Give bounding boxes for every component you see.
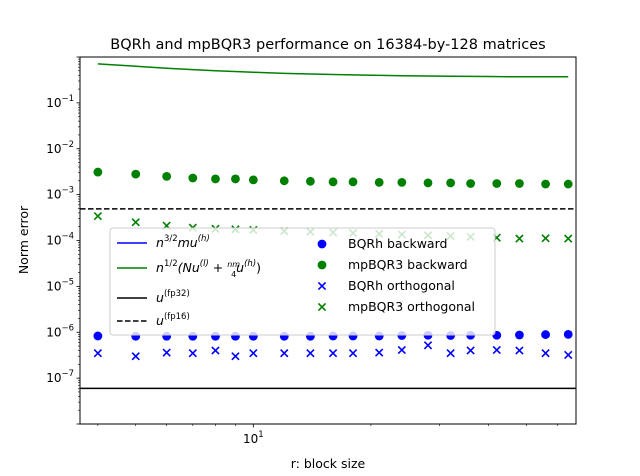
data-point xyxy=(492,179,502,188)
data-point-cross xyxy=(375,348,384,357)
data-point-cross xyxy=(564,234,573,243)
data-point xyxy=(423,178,433,188)
data-point xyxy=(131,169,141,179)
data-point xyxy=(446,178,456,188)
y-tick-label: 10−2 xyxy=(46,140,74,156)
legend-label: u(fp16) xyxy=(156,312,190,328)
y-tick-label: 10−6 xyxy=(46,323,74,339)
legend: n3/2mu(h) n1/2(Nu(l) + nm 4u(h)) u(fp32) u(f… xyxy=(109,227,496,336)
data-point-cross xyxy=(211,346,220,355)
legend-label: n1/2(Nu(l) + nm 4u(h)) xyxy=(156,259,261,279)
y-axis-label: Norm error xyxy=(16,205,31,274)
data-point-cross xyxy=(328,349,338,358)
data-point xyxy=(515,179,524,188)
y-tick-label: 10−7 xyxy=(46,369,74,385)
y-tick-label: 10−3 xyxy=(46,186,74,202)
data-point xyxy=(374,177,384,187)
x-axis-label: r: block size xyxy=(291,456,366,471)
legend-label: u(fp32) xyxy=(156,289,190,305)
chart-title: BQRh and mpBQR3 performance on 16384-by-… xyxy=(110,37,545,53)
data-point xyxy=(305,176,315,186)
data-point-cross xyxy=(348,349,358,358)
data-point xyxy=(563,329,573,339)
data-point xyxy=(541,330,550,339)
data-point xyxy=(397,177,407,187)
data-point-cross xyxy=(162,348,171,357)
data-point xyxy=(211,174,220,184)
data-point xyxy=(248,175,258,185)
data-point xyxy=(188,173,198,183)
data-point-cross xyxy=(564,350,573,360)
data-point-cross xyxy=(397,345,407,355)
legend-label: BQRh orthogonal xyxy=(348,278,455,293)
y-tick-label: 10−4 xyxy=(46,232,74,248)
x-tick-label: 101 xyxy=(243,430,264,446)
data-point xyxy=(515,330,524,340)
data-point-cross xyxy=(280,349,289,358)
data-point-cross xyxy=(492,345,501,355)
legend-label: mpBQR3 orthogonal xyxy=(348,299,475,314)
data-point-cross xyxy=(515,346,524,355)
data-point xyxy=(162,171,172,181)
data-point xyxy=(466,179,476,188)
data-point-cross xyxy=(93,211,103,221)
y-tick-label: 10−5 xyxy=(46,277,74,293)
legend-marker-swatch xyxy=(317,302,327,312)
y-tick-label: 10−1 xyxy=(46,94,74,110)
data-point-cross xyxy=(423,341,433,350)
data-point xyxy=(231,174,240,184)
data-point-cross xyxy=(541,234,550,243)
data-point-cross xyxy=(93,349,103,358)
data-point-cross xyxy=(188,349,197,358)
legend-box xyxy=(109,227,496,336)
data-point xyxy=(93,167,103,177)
data-point xyxy=(93,331,103,341)
legend-marker-swatch xyxy=(317,239,327,249)
data-point xyxy=(348,177,358,187)
data-point-cross xyxy=(231,352,240,361)
data-point-cross xyxy=(515,234,524,243)
legend-label: mpBQR3 backward xyxy=(348,257,468,272)
data-point xyxy=(328,177,338,187)
data-point-cross xyxy=(446,349,455,358)
legend-label: n3/2mu(h) xyxy=(156,234,210,250)
legend-label: BQRh backward xyxy=(348,236,447,251)
data-point-cross xyxy=(249,349,258,358)
data-point-cross xyxy=(131,352,140,361)
data-point-cross xyxy=(466,346,475,355)
data-point-cross xyxy=(131,218,140,227)
data-point-cross xyxy=(306,349,315,358)
legend-marker-swatch xyxy=(317,260,327,270)
data-point xyxy=(279,176,289,186)
data-point-cross xyxy=(541,349,550,358)
series-line xyxy=(97,63,569,78)
data-point xyxy=(541,179,550,189)
legend-marker-swatch xyxy=(317,281,327,291)
data-point xyxy=(563,179,573,189)
